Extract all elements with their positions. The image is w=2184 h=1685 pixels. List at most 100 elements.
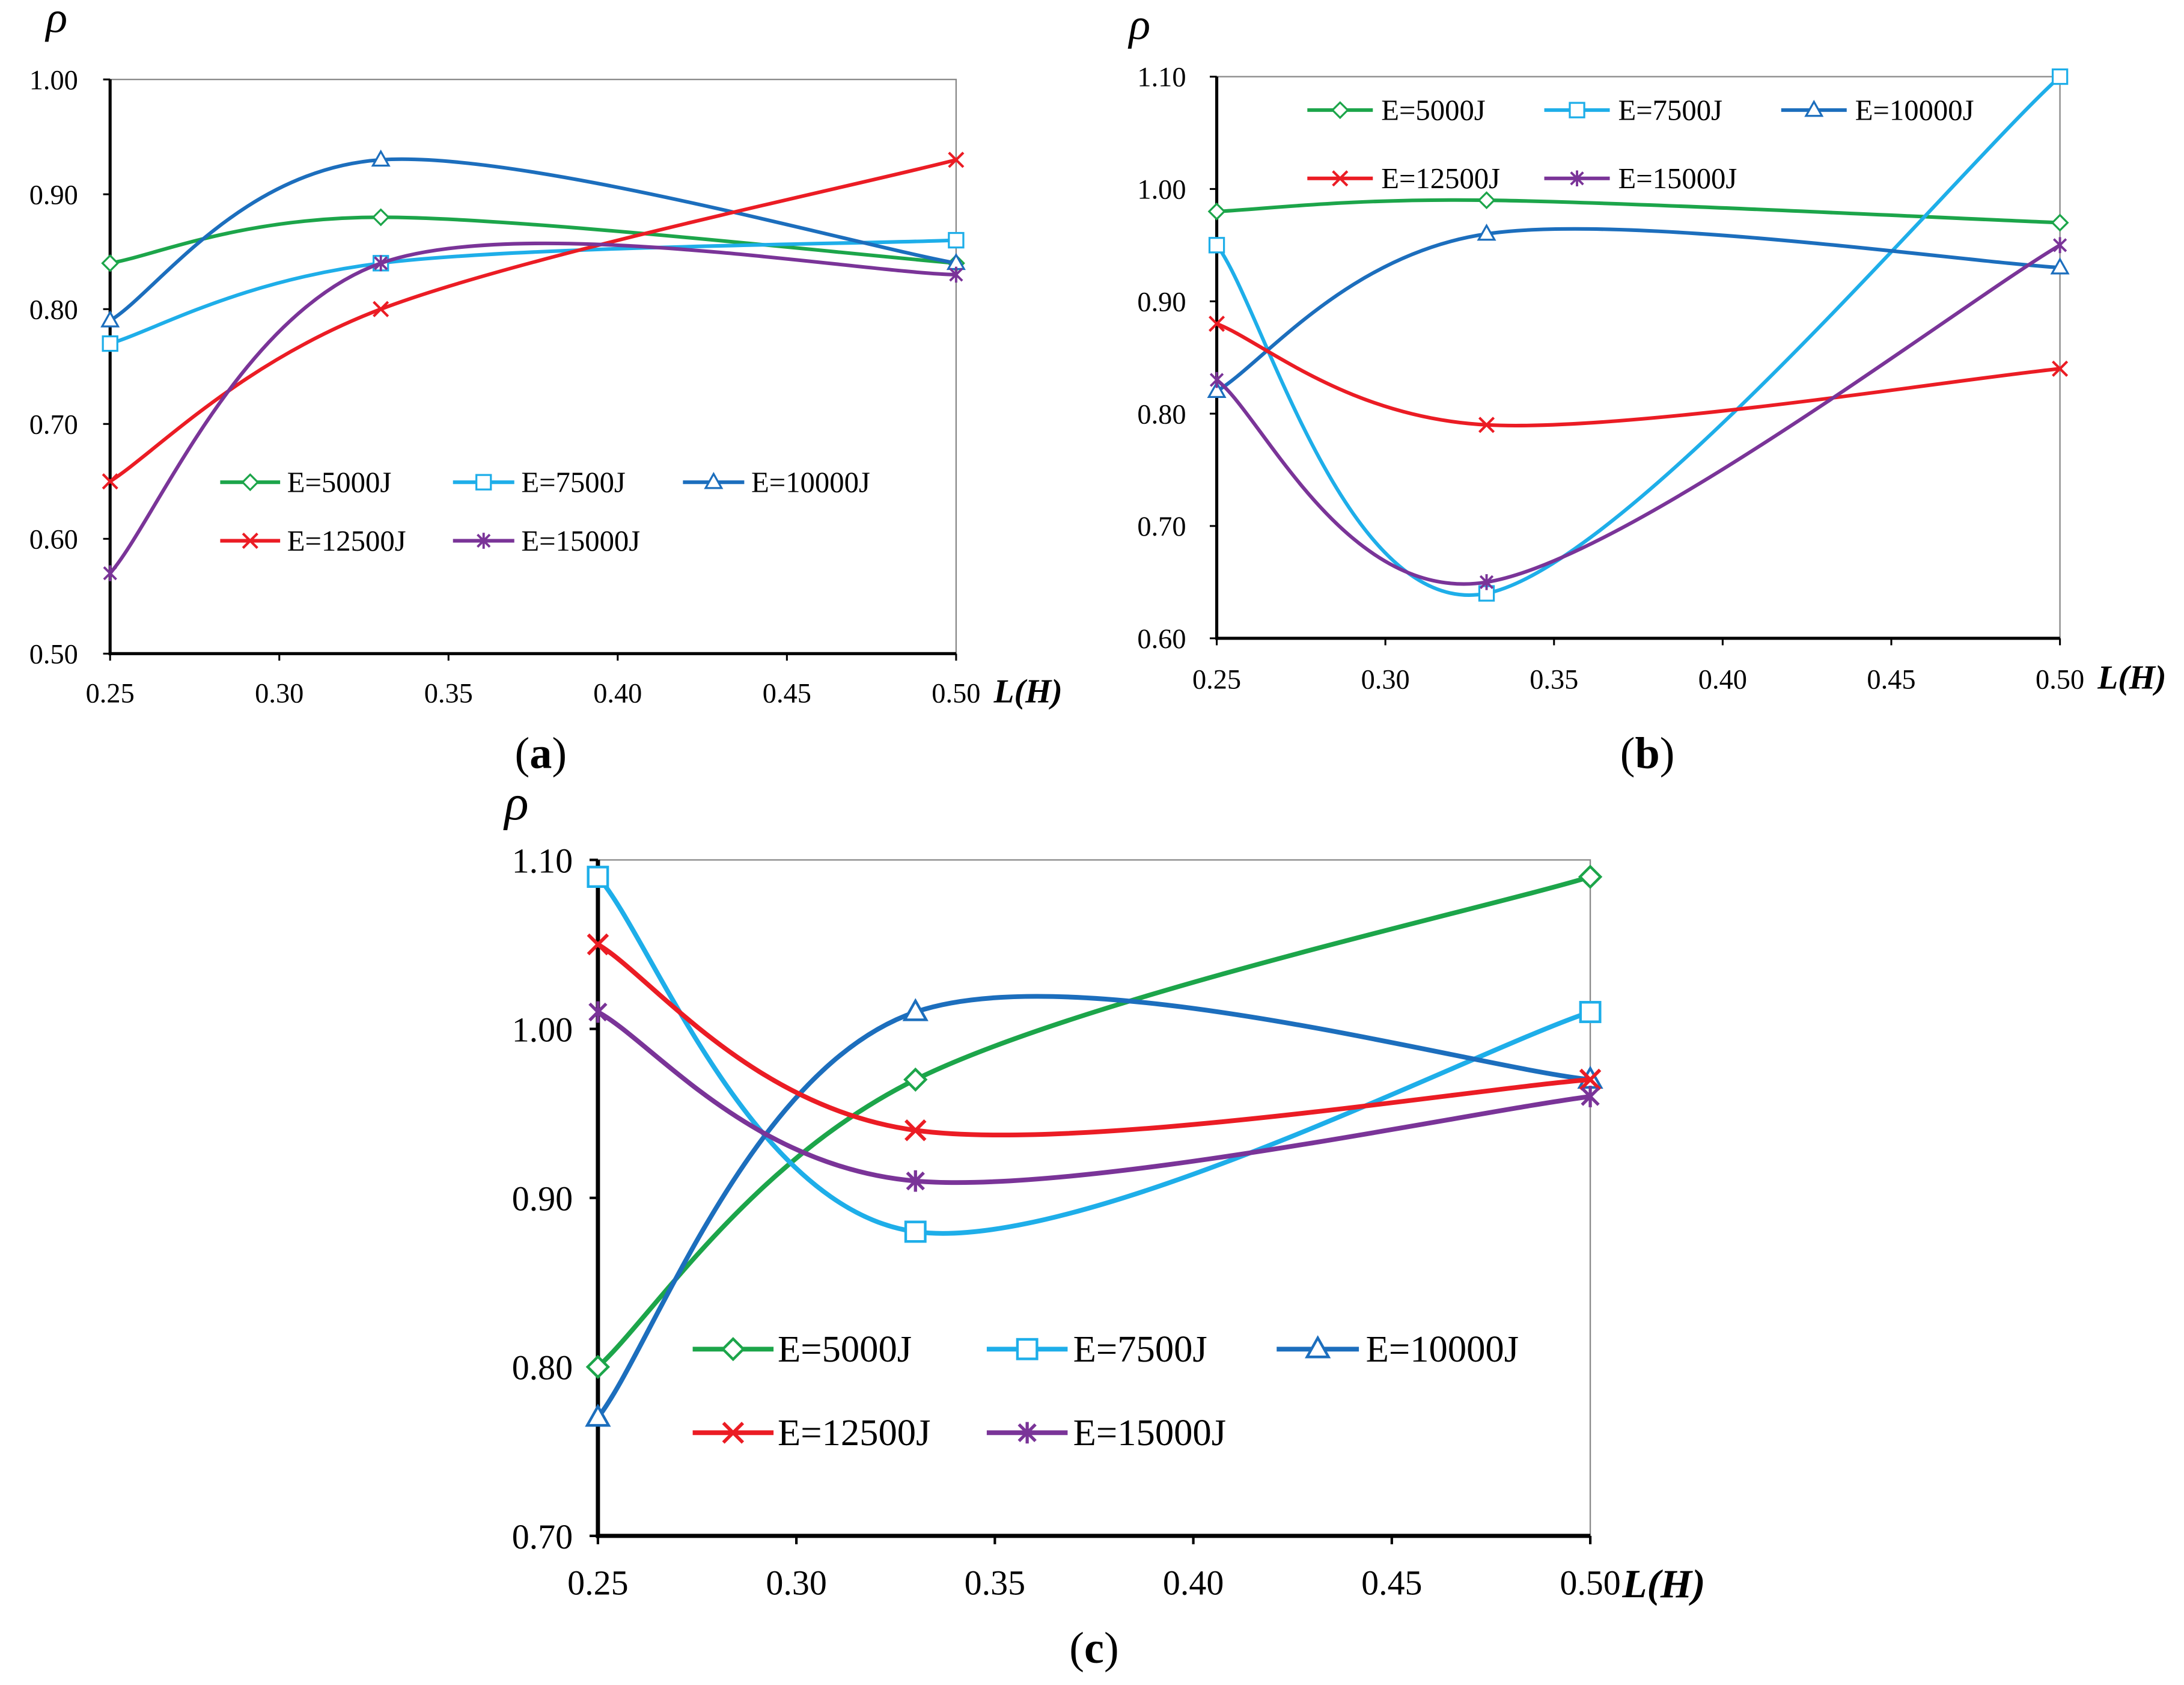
chart-b-legend-entry-e12500j: E=12500J bbox=[1307, 162, 1500, 195]
chart-b-legend-entry-e7500j: E=7500J bbox=[1544, 94, 1722, 126]
chart-a-x-axis-title: L(H) bbox=[993, 673, 1063, 711]
chart-a-x-tick-label-3: 0.40 bbox=[593, 679, 642, 709]
chart-a-legend-marker-e15000j bbox=[477, 533, 491, 549]
chart-c-legend-label-e10000j: E=10000J bbox=[1366, 1328, 1519, 1370]
chart-b-series-e7500j-line bbox=[1215, 75, 2062, 597]
chart-c-series-e7500j-point-2 bbox=[1579, 1001, 1602, 1023]
chart-c-y-tick-label-4: 1.10 bbox=[512, 841, 573, 880]
chart-c-series-e10000j-point-0 bbox=[585, 1404, 611, 1427]
chart-a-x-tick-label-1: 0.30 bbox=[255, 679, 304, 709]
chart-b-legend-label-e10000j: E=10000J bbox=[1855, 94, 1974, 126]
chart-a-legend-marker-e5000j bbox=[241, 473, 260, 492]
chart-b-series-e5000j bbox=[1207, 191, 2069, 232]
chart-a-x-tick-label-0: 0.25 bbox=[86, 679, 135, 709]
chart-b-series-e12500j bbox=[1209, 316, 2069, 433]
chart-b-series-e15000j-point-2 bbox=[2052, 237, 2067, 254]
chart-a-series-e15000j-point-1 bbox=[374, 255, 388, 272]
chart-c-y-tick-label-0: 0.70 bbox=[512, 1517, 573, 1556]
panel-parenthesis: ) bbox=[552, 729, 567, 778]
chart-b-legend-label-e12500j: E=12500J bbox=[1381, 162, 1500, 195]
chart-a-y-tick-label-1: 0.60 bbox=[29, 525, 78, 555]
chart-a-legend-label-e5000j: E=5000J bbox=[287, 466, 392, 498]
chart-c-x-tick-label-3: 0.40 bbox=[1163, 1563, 1224, 1602]
chart-a-series-e15000j-point-2 bbox=[949, 266, 963, 283]
chart-b-legend-entry-e10000j: E=10000J bbox=[1781, 94, 1974, 126]
chart-a-series-e12500j-point-2 bbox=[948, 151, 965, 168]
chart-c-panel-label: (c) bbox=[1069, 1624, 1118, 1673]
chart-a-legend-label-e10000j: E=10000J bbox=[751, 466, 870, 498]
chart-b-x-tick-label-0: 0.25 bbox=[1192, 664, 1241, 695]
chart-a-legend-label-e7500j: E=7500J bbox=[521, 466, 626, 498]
chart-c-series-e10000j-line bbox=[595, 994, 1593, 1420]
chart-c-series-e15000j bbox=[588, 1001, 1600, 1192]
chart-a-series-e12500j-line bbox=[108, 157, 958, 483]
chart-c-legend-marker-e5000j bbox=[721, 1337, 745, 1362]
chart-c-x-tick-label-5: 0.50 bbox=[1560, 1563, 1620, 1602]
chart-b-x-tick-label-3: 0.40 bbox=[1698, 664, 1747, 695]
chart-a-legend-marker-e12500j bbox=[242, 533, 258, 549]
chart-a-series-e5000j-point-0 bbox=[101, 254, 120, 272]
chart-b-series-e5000j-line bbox=[1215, 198, 2062, 225]
chart-a-series-e10000j bbox=[100, 149, 966, 328]
chart-a-series-e15000j-line bbox=[108, 241, 958, 575]
chart-a-x-tick-label-5: 0.50 bbox=[932, 679, 980, 709]
chart-a-legend-entry-e10000j: E=10000J bbox=[683, 466, 870, 498]
chart-a-x-tick-label-4: 0.45 bbox=[763, 679, 811, 709]
chart-b-legend-marker-e5000j bbox=[1331, 101, 1349, 120]
chart-a-y-tick-label-4: 0.90 bbox=[29, 180, 78, 210]
chart-c-series-e15000j-point-0 bbox=[588, 1001, 608, 1023]
chart-a-panel-label: (a) bbox=[515, 729, 567, 778]
chart-c-series-e15000j-point-2 bbox=[1581, 1086, 1600, 1107]
chart-b-legend-marker-e10000j bbox=[1804, 99, 1824, 117]
chart-b-series-e15000j-point-0 bbox=[1209, 372, 1224, 388]
chart-b-series-e10000j-point-1 bbox=[1477, 223, 1496, 241]
chart-c-legend-label-e15000j: E=15000J bbox=[1073, 1411, 1226, 1454]
chart-b-series-e12500j-point-2 bbox=[2052, 360, 2069, 377]
chart-c-legend-label-e7500j: E=7500J bbox=[1073, 1328, 1207, 1370]
chart-b-legend-marker-e15000j bbox=[1570, 170, 1584, 187]
chart-a-x-tick-label-2: 0.35 bbox=[424, 679, 473, 709]
chart-a-y-axis-title: ρ bbox=[45, 0, 68, 42]
chart-b-x-tick-label-4: 0.45 bbox=[1867, 664, 1915, 695]
chart-c-legend-marker-e7500j bbox=[1016, 1338, 1039, 1360]
chart-c-y-axis-title: ρ bbox=[503, 775, 529, 831]
chart-b-legend-marker-e7500j bbox=[1569, 102, 1585, 118]
chart-b-series-e7500j-point-2 bbox=[2051, 68, 2069, 85]
chart-b-series-e15000j-line bbox=[1215, 243, 2062, 586]
chart-c-legend-marker-e10000j bbox=[1305, 1335, 1331, 1359]
chart-c-x-tick-label-4: 0.45 bbox=[1361, 1563, 1422, 1602]
chart-a-legend-entry-e15000j: E=15000J bbox=[453, 525, 640, 557]
panel-letter: a bbox=[529, 729, 552, 778]
chart-c-y-tick-label-2: 0.90 bbox=[512, 1179, 573, 1219]
chart-c-legend-entry-e7500j: E=7500J bbox=[986, 1328, 1207, 1370]
chart-c-series-e7500j-point-1 bbox=[904, 1220, 927, 1243]
chart-b-x-tick-label-2: 0.35 bbox=[1530, 664, 1578, 695]
chart-c-series-e12500j bbox=[587, 933, 1602, 1142]
chart-b-series-e5000j-point-2 bbox=[2051, 213, 2069, 232]
chart-a-series-e7500j-point-0 bbox=[102, 335, 118, 352]
chart-c-x-tick-label-1: 0.30 bbox=[766, 1563, 826, 1602]
chart-c-legend-label-e5000j: E=5000J bbox=[778, 1328, 912, 1370]
chart-c-legend-marker-e15000j bbox=[1017, 1422, 1037, 1444]
chart-c-series-e5000j-point-2 bbox=[1578, 864, 1603, 889]
chart-b-series-e10000j-line bbox=[1215, 227, 2062, 393]
chart-b-legend-entry-e5000j: E=5000J bbox=[1307, 94, 1486, 126]
chart-b-y-tick-label-4: 1.00 bbox=[1137, 175, 1186, 206]
chart-a-legend-label-e12500j: E=12500J bbox=[287, 525, 406, 557]
chart-c-legend-marker-e12500j bbox=[722, 1422, 745, 1444]
chart-a-legend-entry-e5000j: E=5000J bbox=[220, 466, 391, 498]
chart-b-panel-label: (b) bbox=[1620, 729, 1675, 778]
chart-c-y-tick-label-3: 1.00 bbox=[512, 1010, 573, 1049]
chart-a-legend-entry-e12500j: E=12500J bbox=[220, 525, 406, 557]
chart-c-legend-entry-e15000j: E=15000J bbox=[986, 1411, 1226, 1454]
chart-a-y-tick-label-5: 1.00 bbox=[29, 65, 78, 96]
chart-a-series-e10000j-point-0 bbox=[100, 310, 120, 328]
chart-b-legend-entry-e15000j: E=15000J bbox=[1544, 162, 1737, 195]
chart-c-series-e12500j-point-2 bbox=[1579, 1068, 1602, 1091]
chart-b-legend-label-e15000j: E=15000J bbox=[1618, 162, 1737, 195]
chart-c-x-tick-label-2: 0.35 bbox=[965, 1563, 1025, 1602]
chart-b: ρ L(H) (b) 0.60 0.70 0.80 0.90 1.00 1.10 0.25 0… bbox=[1127, 0, 2166, 778]
chart-c-series-e7500j-line bbox=[595, 874, 1593, 1236]
chart-c-legend: E=5000J E=7500J E=10000J E=12500J E=15000J bbox=[692, 1328, 1519, 1454]
chart-c-series-e5000j-point-0 bbox=[585, 1354, 611, 1379]
